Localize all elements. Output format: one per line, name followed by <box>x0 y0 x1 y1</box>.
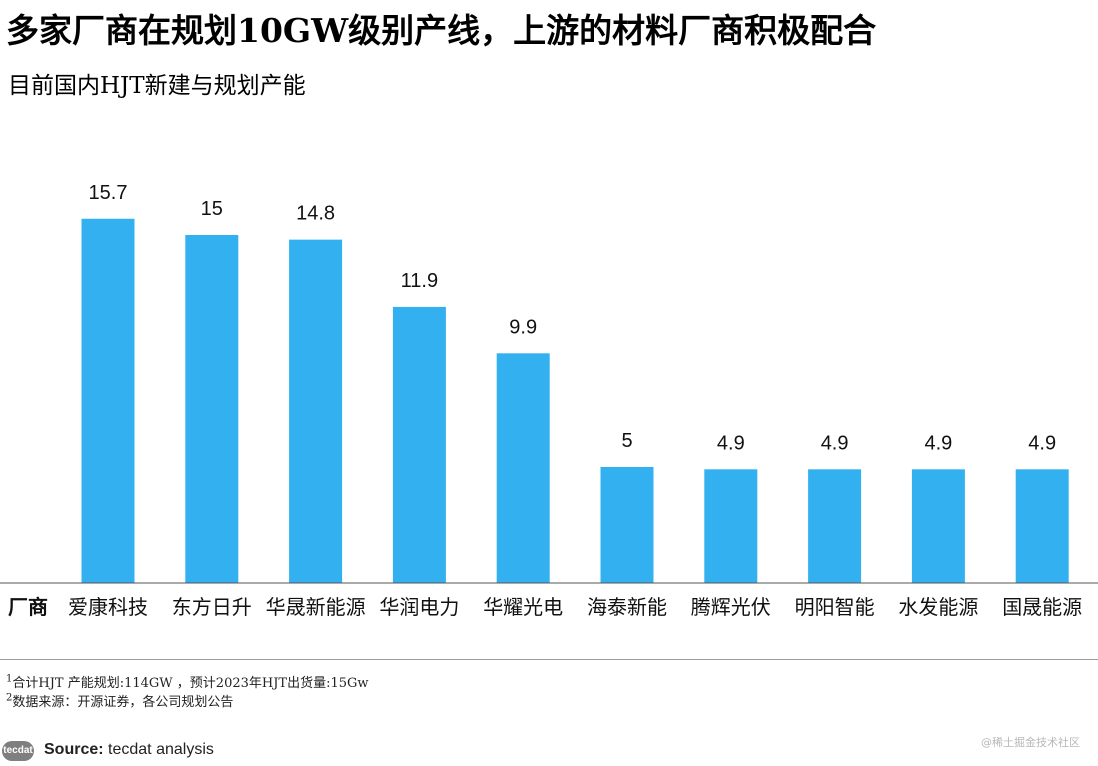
value-label-3: 14.8 <box>296 203 335 225</box>
value-label-1: 15.7 <box>89 182 128 204</box>
footnote-2: 2数据来源：开源证券，各公司规划公告 <box>6 692 234 710</box>
category-label-5: 华耀光电 <box>483 595 563 619</box>
footnote-divider <box>0 659 1098 660</box>
value-label-2: 15 <box>201 198 223 220</box>
x-axis-label: 厂商 <box>8 595 48 619</box>
bar-5 <box>496 353 550 583</box>
bar-2 <box>185 235 239 583</box>
watermark: @稀土掘金技术社区 <box>981 736 1080 749</box>
chart-subtitle: 目前国内HJT新建与规划产能 <box>8 73 306 99</box>
category-label-3: 华晟新能源 <box>266 595 366 619</box>
bar-9 <box>911 469 965 583</box>
bar-4 <box>392 306 446 583</box>
bar-1 <box>81 218 135 583</box>
value-label-10: 4.9 <box>1028 432 1056 454</box>
value-label-5: 9.9 <box>509 316 537 338</box>
bar-10 <box>1015 469 1069 583</box>
category-label-9: 水发能源 <box>898 595 978 619</box>
source-label: Source: <box>44 741 104 758</box>
bar-6 <box>600 467 654 583</box>
chart-title: 多家厂商在规划10GW级别产线，上游的材料厂商积极配合 <box>6 11 877 50</box>
value-label-7: 4.9 <box>717 432 745 454</box>
bar-7 <box>704 469 758 583</box>
source-text: tecdat analysis <box>108 741 214 758</box>
value-label-4: 11.9 <box>401 270 438 292</box>
source-line: Source: tecdat analysis <box>44 741 214 759</box>
category-label-6: 海泰新能 <box>587 595 667 619</box>
category-label-8: 明阳智能 <box>795 595 875 619</box>
value-label-8: 4.9 <box>821 432 849 454</box>
bar-3 <box>289 239 343 583</box>
category-label-7: 腾辉光伏 <box>691 595 771 619</box>
tecdat-logo: tecdat <box>2 741 34 761</box>
bar-8 <box>808 469 862 583</box>
footnote-1: 1合计HJT 产能规划:114GW ，预计2023年HJT出货量:15Gw <box>6 673 369 691</box>
category-label-10: 国晟能源 <box>1002 595 1082 619</box>
category-label-2: 东方日升 <box>172 595 252 619</box>
value-label-6: 5 <box>621 430 632 452</box>
category-label-1: 爱康科技 <box>68 595 148 619</box>
bar-chart: 15.7 爱康科技 15 东方日升 14.8 华晟新能源 11.9 华润电力 9.9 华耀光电 5 海… <box>0 182 1098 619</box>
value-label-9: 4.9 <box>924 432 952 454</box>
category-label-4: 华润电力 <box>379 595 459 619</box>
